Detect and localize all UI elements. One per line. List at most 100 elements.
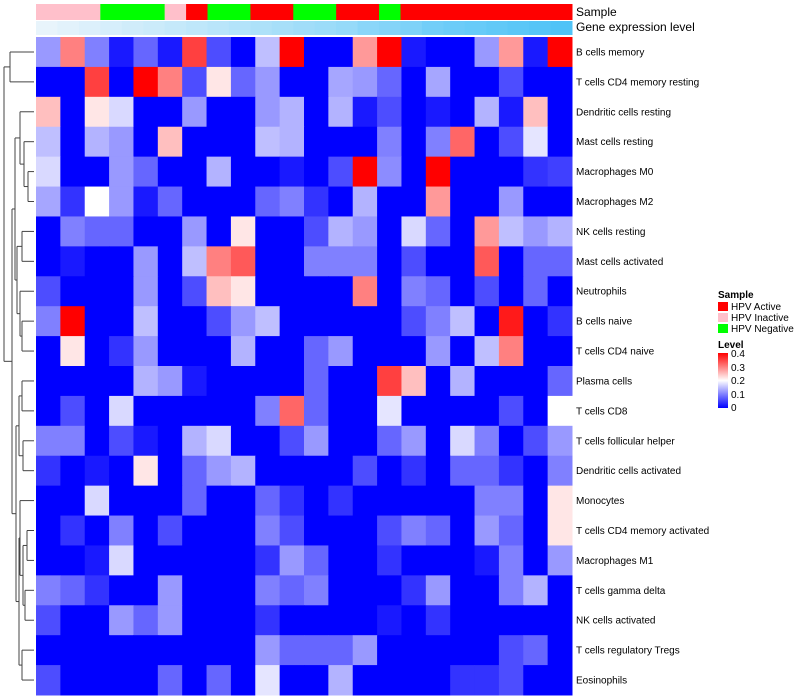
heatmap-cell [401,366,427,397]
heatmap-cell [377,395,402,427]
heatmap-cell [157,246,183,277]
heatmap-cell [109,665,134,696]
heatmap-cell [36,216,61,247]
heatmap-cell [157,635,183,666]
heatmap-cell [401,575,427,606]
heatmap-cell [157,156,183,188]
heatmap-cell [157,605,183,636]
heatmap-cell [255,336,281,367]
heatmap-cell [206,126,232,158]
sample-annotation-cell [357,4,380,20]
heatmap-cell [230,545,256,576]
heatmap-cell [109,515,134,546]
heatmap-cell [84,575,110,606]
heatmap-cell [157,336,183,367]
heatmap-cell [377,126,402,158]
heatmap-cell [133,66,159,98]
heatmap-cell [547,96,573,128]
heatmap-cell [425,635,451,666]
heatmap-cell [377,485,402,517]
heatmap-cell [352,126,378,158]
heatmap-cell [36,336,61,367]
heatmap-cell [304,156,329,188]
heatmap-cell [109,66,134,98]
heatmap-cell [230,515,256,546]
heatmap-cell [450,336,476,367]
heatmap-cell [377,246,402,277]
heatmap-cell [182,37,208,68]
heatmap-cell [377,425,402,457]
heatmap-cell [450,485,476,517]
expression-annotation-cell [464,21,487,35]
heatmap-cell [230,366,256,397]
heatmap-cell [279,605,305,636]
heatmap-cell [230,306,256,337]
heatmap-cell [84,455,110,487]
heatmap-cell [304,545,329,576]
heatmap-cell [352,605,378,636]
heatmap-cell [206,605,232,636]
row-label: Eosinophils [576,676,627,687]
heatmap-cell [133,126,159,158]
row-label: Dendritic cells activated [576,466,681,477]
heatmap-cell [547,306,573,337]
heatmap-cell [474,395,500,427]
heatmap-cell [304,216,329,247]
heatmap-cell [498,605,524,636]
heatmap-cell [523,186,549,217]
heatmap-cell [157,126,183,158]
expression-annotation-cell [379,21,401,35]
heatmap-cell [84,515,110,546]
heatmap-cell [255,186,281,217]
heatmap-cell [304,395,329,427]
heatmap-cell [547,156,573,188]
heatmap-cell [109,485,134,517]
heatmap-cell [109,395,134,427]
heatmap-cell [279,306,305,337]
heatmap-cell [450,156,476,188]
row-label: T cells CD4 memory activated [576,526,709,537]
expression-annotation-cell [550,21,573,35]
heatmap-cell [182,306,208,337]
heatmap-cell [401,515,427,546]
heatmap-cell [352,425,378,457]
heatmap-cell [304,66,329,98]
sample-annotation-track [36,4,573,20]
row-label: NK cells resting [576,227,645,238]
heatmap-cell [84,395,110,427]
heatmap-cell [450,605,476,636]
heatmap-cell [328,186,354,217]
legend-tick-0: 0 [731,403,737,414]
heatmap-cell [377,66,402,98]
heatmap-cell [352,366,378,397]
heatmap-cell [60,66,86,98]
heatmap-cell [230,156,256,188]
heatmap-cell [328,37,354,68]
heatmap-cell [450,96,476,128]
heatmap-cell [157,276,183,307]
sample-annotation-cell [379,4,401,20]
heatmap-cell [230,665,256,696]
heatmap-cell [279,455,305,487]
heatmap-cell [255,605,281,636]
heatmap-cell [352,485,378,517]
row-label: T cells gamma delta [576,586,666,597]
heatmap-cell [498,246,524,277]
heatmap-cell [279,37,305,68]
heatmap-cell [401,545,427,576]
heatmap-cell [450,186,476,217]
heatmap-cell [328,515,354,546]
expression-annotation-cell [121,21,144,35]
row-label: Mast cells resting [576,137,653,148]
sample-annotation-cell [228,4,251,20]
heatmap-cell [328,216,354,247]
expression-annotation-cell [207,21,230,35]
heatmap-cell [401,395,427,427]
heatmap-cell [230,336,256,367]
heatmap-cell [279,485,305,517]
heatmap-cell [84,37,110,68]
heatmap-cell [352,66,378,98]
heatmap-cell [377,336,402,367]
row-label: T cells regulatory Tregs [576,646,680,657]
heatmap-cell [84,126,110,158]
